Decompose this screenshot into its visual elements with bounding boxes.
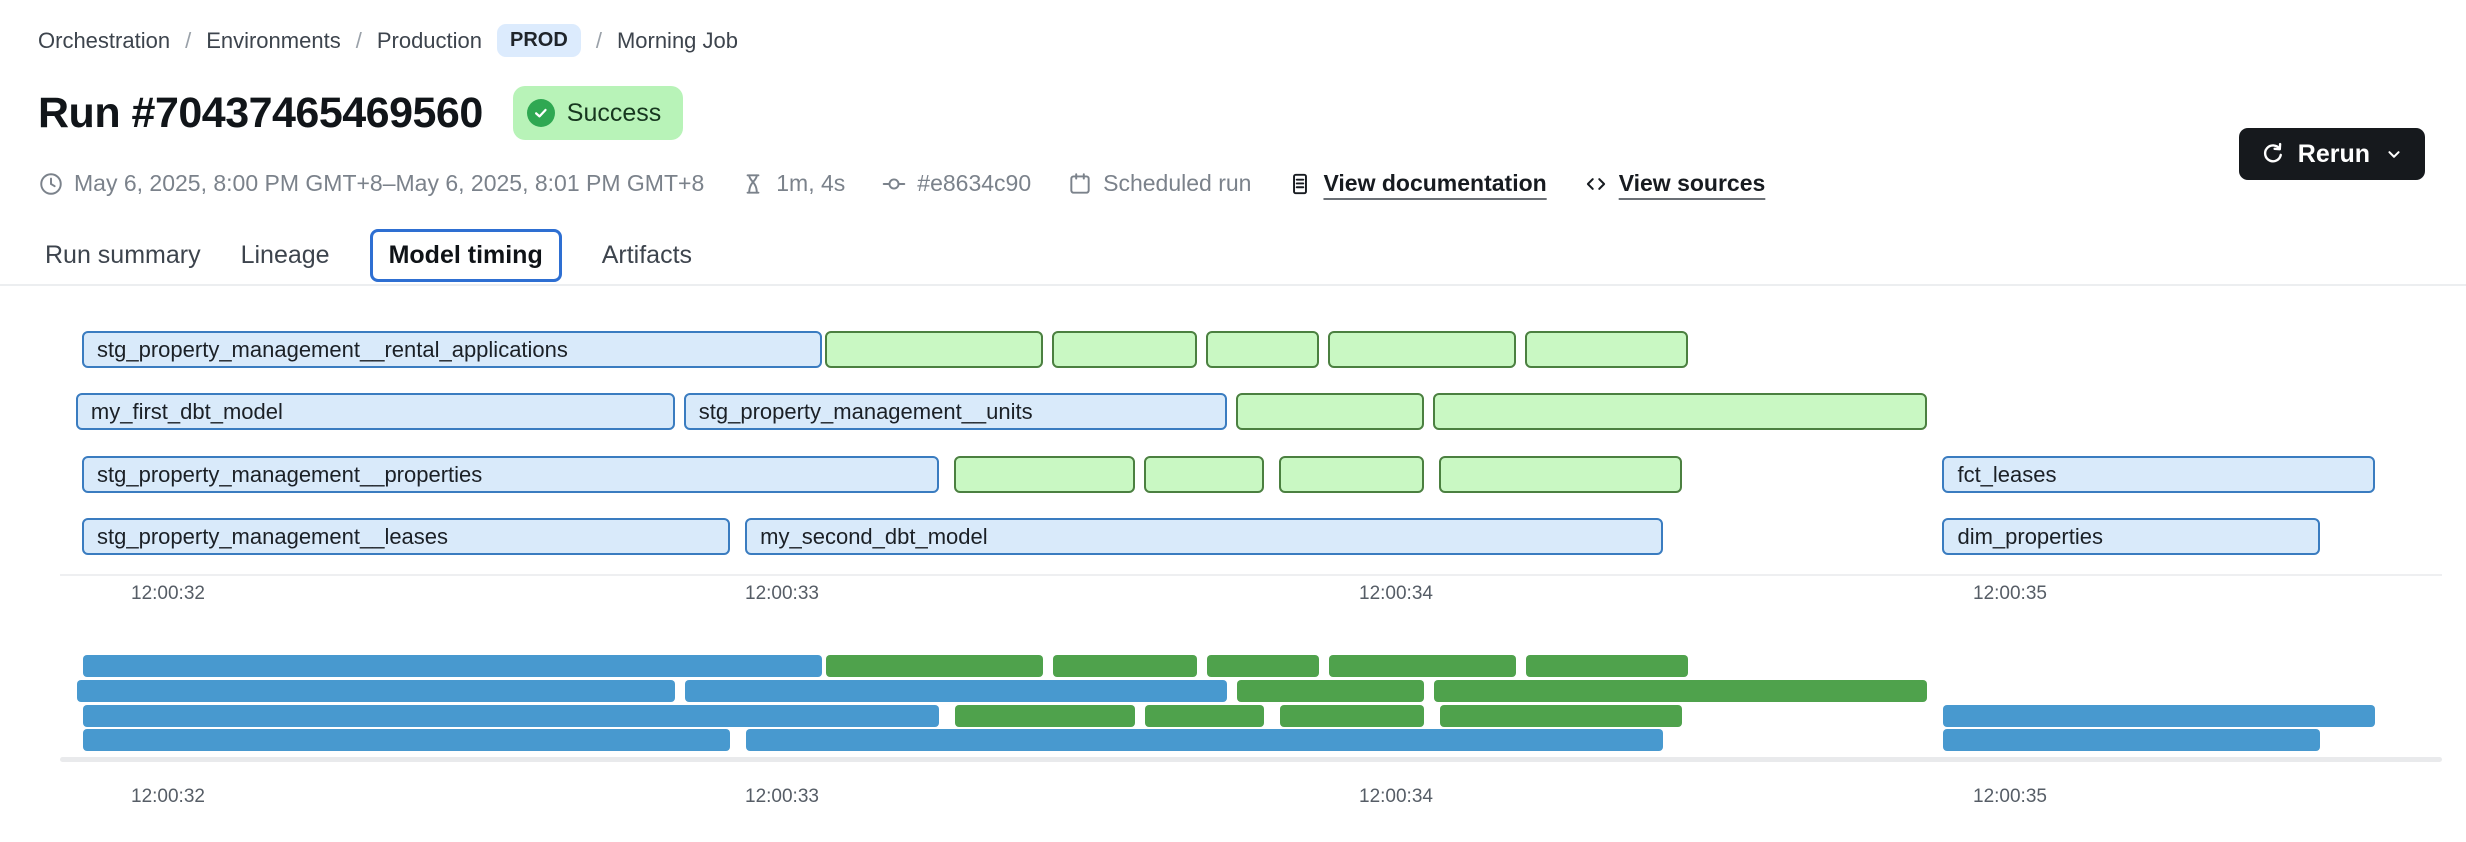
- model-bar-label: dim_properties: [1957, 523, 2103, 549]
- run-time-range: May 6, 2025, 8:00 PM GMT+8–May 6, 2025, …: [38, 170, 704, 197]
- model-bar[interactable]: my_first_dbt_model: [75, 393, 675, 430]
- breadcrumb: Orchestration / Environments / Productio…: [38, 24, 738, 57]
- time-tick-label: 12:00:35: [1973, 583, 2047, 604]
- run-metadata: May 6, 2025, 8:00 PM GMT+8–May 6, 2025, …: [38, 170, 1765, 197]
- tab-divider: [0, 284, 2466, 286]
- time-tick-label: 12:00:32: [131, 583, 205, 604]
- hourglass-icon: [740, 171, 766, 197]
- model-bar[interactable]: [1279, 456, 1424, 493]
- calendar-icon: [1067, 171, 1093, 197]
- breadcrumb-environments[interactable]: Environments: [206, 27, 341, 53]
- time-tick-label: 12:00:35: [1973, 786, 2047, 807]
- chevron-down-icon: [2383, 143, 2405, 165]
- tab-run-summary[interactable]: Run summary: [45, 240, 201, 269]
- model-bar[interactable]: [1524, 331, 1688, 368]
- breadcrumb-morning-job[interactable]: Morning Job: [616, 27, 739, 53]
- model-bar[interactable]: [1438, 456, 1682, 493]
- minimap-bar[interactable]: [954, 705, 1136, 727]
- clock-icon: [38, 171, 64, 197]
- rerun-button-label: Rerun: [2297, 139, 2370, 168]
- commit-icon: [881, 171, 907, 197]
- minimap-bar[interactable]: [1943, 729, 2321, 751]
- code-icon: [1583, 171, 1609, 197]
- tab-bar: Run summary Lineage Model timing Artifac…: [45, 226, 692, 284]
- breadcrumb-orchestration[interactable]: Orchestration: [38, 27, 171, 53]
- model-bar-label: stg_property_management__units: [698, 398, 1033, 424]
- model-bar[interactable]: [824, 331, 1043, 368]
- breadcrumb-production[interactable]: Production: [376, 27, 483, 53]
- breadcrumb-separator: /: [595, 27, 602, 53]
- status-badge-label: Success: [566, 98, 662, 127]
- model-bar[interactable]: [1432, 393, 1928, 430]
- chart-axis-line: [60, 574, 2442, 576]
- minimap-bar[interactable]: [1439, 705, 1682, 727]
- model-bar-label: my_first_dbt_model: [90, 398, 283, 424]
- view-sources-link[interactable]: View sources: [1583, 170, 1765, 197]
- model-bar[interactable]: stg_property_management__rental_applicat…: [82, 331, 822, 368]
- minimap-bar[interactable]: [1237, 680, 1424, 702]
- minimap-bar[interactable]: [1433, 680, 1928, 702]
- tab-model-timing[interactable]: Model timing: [369, 228, 562, 282]
- minimap-track[interactable]: [60, 757, 2442, 762]
- minimap-bar[interactable]: [1053, 655, 1197, 677]
- model-bar-label: fct_leases: [1957, 461, 2057, 487]
- model-bar-label: stg_property_management__rental_applicat…: [97, 336, 568, 362]
- minimap-bar[interactable]: [83, 705, 939, 727]
- model-bar[interactable]: stg_property_management__units: [683, 393, 1228, 430]
- document-icon: [1287, 171, 1313, 197]
- minimap-bar[interactable]: [1525, 655, 1688, 677]
- rerun-button[interactable]: Rerun: [2238, 128, 2425, 180]
- time-tick-label: 12:00:34: [1359, 583, 1433, 604]
- minimap-bar[interactable]: [83, 655, 822, 677]
- commit-hash[interactable]: #e8634c90: [881, 170, 1031, 197]
- tab-lineage[interactable]: Lineage: [240, 240, 330, 269]
- minimap-bar[interactable]: [1280, 705, 1424, 727]
- run-duration: 1m, 4s: [740, 170, 845, 197]
- model-bar[interactable]: [953, 456, 1136, 493]
- page-title: Run #70437465469560: [38, 88, 483, 137]
- run-trigger: Scheduled run: [1067, 170, 1251, 197]
- model-bar-label: stg_property_management__leases: [97, 523, 449, 549]
- refresh-icon: [2259, 141, 2285, 167]
- model-bar[interactable]: dim_properties: [1942, 518, 2321, 555]
- minimap-bar[interactable]: [83, 729, 730, 751]
- minimap-bar[interactable]: [825, 655, 1043, 677]
- time-tick-label: 12:00:33: [745, 786, 819, 807]
- minimap-bar[interactable]: [746, 729, 1664, 751]
- model-bar[interactable]: my_second_dbt_model: [745, 518, 1664, 555]
- status-badge: Success: [512, 86, 684, 140]
- env-prod-badge: PROD: [497, 24, 581, 57]
- breadcrumb-separator: /: [355, 27, 362, 53]
- time-tick-label: 12:00:34: [1359, 786, 1433, 807]
- model-bar[interactable]: [1205, 331, 1320, 368]
- model-bar[interactable]: [1144, 456, 1265, 493]
- model-bar[interactable]: [1328, 331, 1516, 368]
- tab-artifacts[interactable]: Artifacts: [601, 240, 693, 269]
- time-tick-label: 12:00:32: [131, 786, 205, 807]
- model-bar-label: my_second_dbt_model: [760, 523, 988, 549]
- minimap-bar[interactable]: [76, 680, 675, 702]
- view-documentation-link[interactable]: View documentation: [1287, 170, 1547, 197]
- breadcrumb-separator: /: [185, 27, 192, 53]
- model-bar[interactable]: [1236, 393, 1424, 430]
- model-bar[interactable]: stg_property_management__leases: [82, 518, 730, 555]
- minimap-bar[interactable]: [1145, 705, 1265, 727]
- model-bar[interactable]: [1052, 331, 1197, 368]
- check-circle-icon: [526, 99, 555, 127]
- minimap-bar[interactable]: [1329, 655, 1516, 677]
- model-bar-label: stg_property_management__properties: [97, 461, 483, 487]
- minimap-bar[interactable]: [684, 680, 1228, 702]
- model-bar[interactable]: fct_leases: [1942, 456, 2376, 493]
- time-tick-label: 12:00:33: [745, 583, 819, 604]
- model-bar[interactable]: stg_property_management__properties: [82, 456, 939, 493]
- minimap-bar[interactable]: [1206, 655, 1320, 677]
- minimap-bar[interactable]: [1943, 705, 2376, 727]
- title-row: Run #70437465469560 Success: [38, 86, 684, 140]
